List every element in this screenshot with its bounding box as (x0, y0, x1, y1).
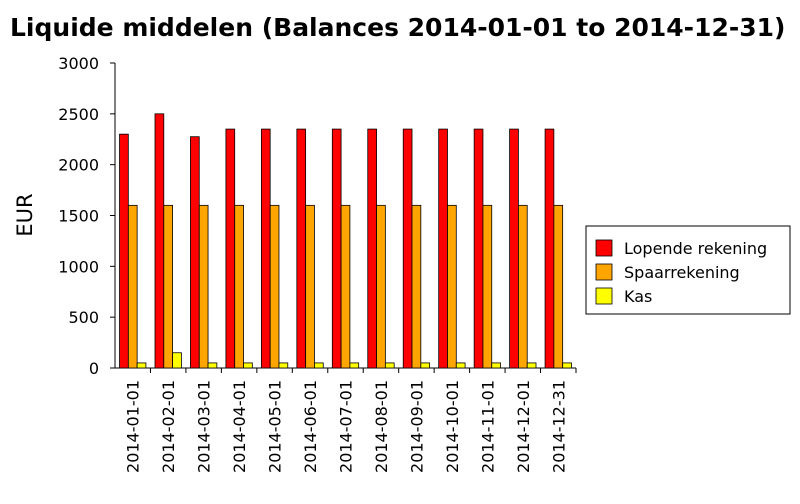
bar (509, 128, 519, 369)
bar (119, 133, 129, 369)
bar (411, 204, 422, 369)
x-tick-label: 2014-06-01 (301, 380, 320, 473)
bar (367, 128, 377, 369)
x-tick-label: 2014-12-31 (549, 380, 568, 473)
legend-swatch (595, 287, 613, 305)
bar (544, 128, 555, 369)
bar (402, 128, 413, 369)
bar (455, 362, 466, 369)
bar (154, 113, 165, 369)
bar (482, 204, 493, 369)
bar (163, 204, 173, 369)
x-tick-label: 2014-12-01 (514, 380, 533, 473)
y-tick-label: 1000 (58, 257, 99, 276)
bar (473, 128, 484, 369)
y-tick-label: 3000 (58, 54, 99, 73)
legend-entry: Lopende rekening (624, 239, 767, 258)
y-tick-label: 2500 (58, 105, 99, 124)
x-tick-label: 2014-07-01 (337, 380, 356, 473)
bar (553, 204, 564, 369)
bar (447, 204, 457, 369)
bar (562, 362, 572, 369)
bar (296, 128, 307, 369)
bar (190, 136, 200, 369)
bar (172, 352, 182, 369)
y-axis-label: EUR (13, 193, 37, 236)
y-tick-label: 2000 (58, 156, 99, 175)
bar (260, 128, 271, 369)
x-tick-label: 2014-11-01 (478, 380, 497, 473)
bar (331, 128, 342, 369)
bar (207, 362, 218, 369)
x-tick-label: 2014-01-01 (124, 380, 143, 473)
chart-title: Liquide middelen (Balances 2014-01-01 to… (10, 13, 785, 42)
bar (438, 128, 448, 369)
bar (225, 128, 236, 369)
bar (420, 362, 431, 369)
bar (278, 362, 289, 369)
bar (376, 204, 386, 369)
bar (198, 204, 209, 369)
bar (243, 362, 253, 369)
legend: Lopende rekening Spaarrekening Kas (585, 225, 791, 315)
plot-area: 0 500 1000 1500 2000 2500 3000 2014-01-01 2014-0… (58, 54, 577, 473)
bar (349, 362, 360, 369)
legend-swatch (595, 263, 613, 281)
x-tick-label: 2014-03-01 (195, 380, 214, 473)
x-tick-label: 2014-02-01 (159, 380, 178, 473)
bar (340, 204, 351, 369)
x-tick-label: 2014-09-01 (407, 380, 426, 473)
bar (234, 204, 244, 369)
bar (269, 204, 280, 369)
x-tick-label: 2014-10-01 (443, 380, 462, 473)
legend-entry: Spaarrekening (624, 263, 740, 282)
bar (384, 362, 395, 369)
legend-swatch (595, 239, 613, 257)
legend-box (585, 225, 791, 315)
bar (136, 362, 147, 369)
bar (491, 362, 501, 369)
bar (526, 362, 537, 369)
x-tick-label: 2014-08-01 (372, 380, 391, 473)
y-tick-label: 0 (89, 359, 99, 378)
bar (314, 362, 324, 369)
bar (518, 204, 528, 369)
y-tick-label: 500 (68, 308, 99, 327)
bar (305, 204, 315, 369)
y-tick-label: 1500 (58, 207, 99, 226)
x-tick-label: 2014-04-01 (230, 380, 249, 473)
legend-entry: Kas (624, 287, 652, 306)
x-tick-label: 2014-05-01 (266, 380, 285, 473)
bar (127, 204, 138, 369)
